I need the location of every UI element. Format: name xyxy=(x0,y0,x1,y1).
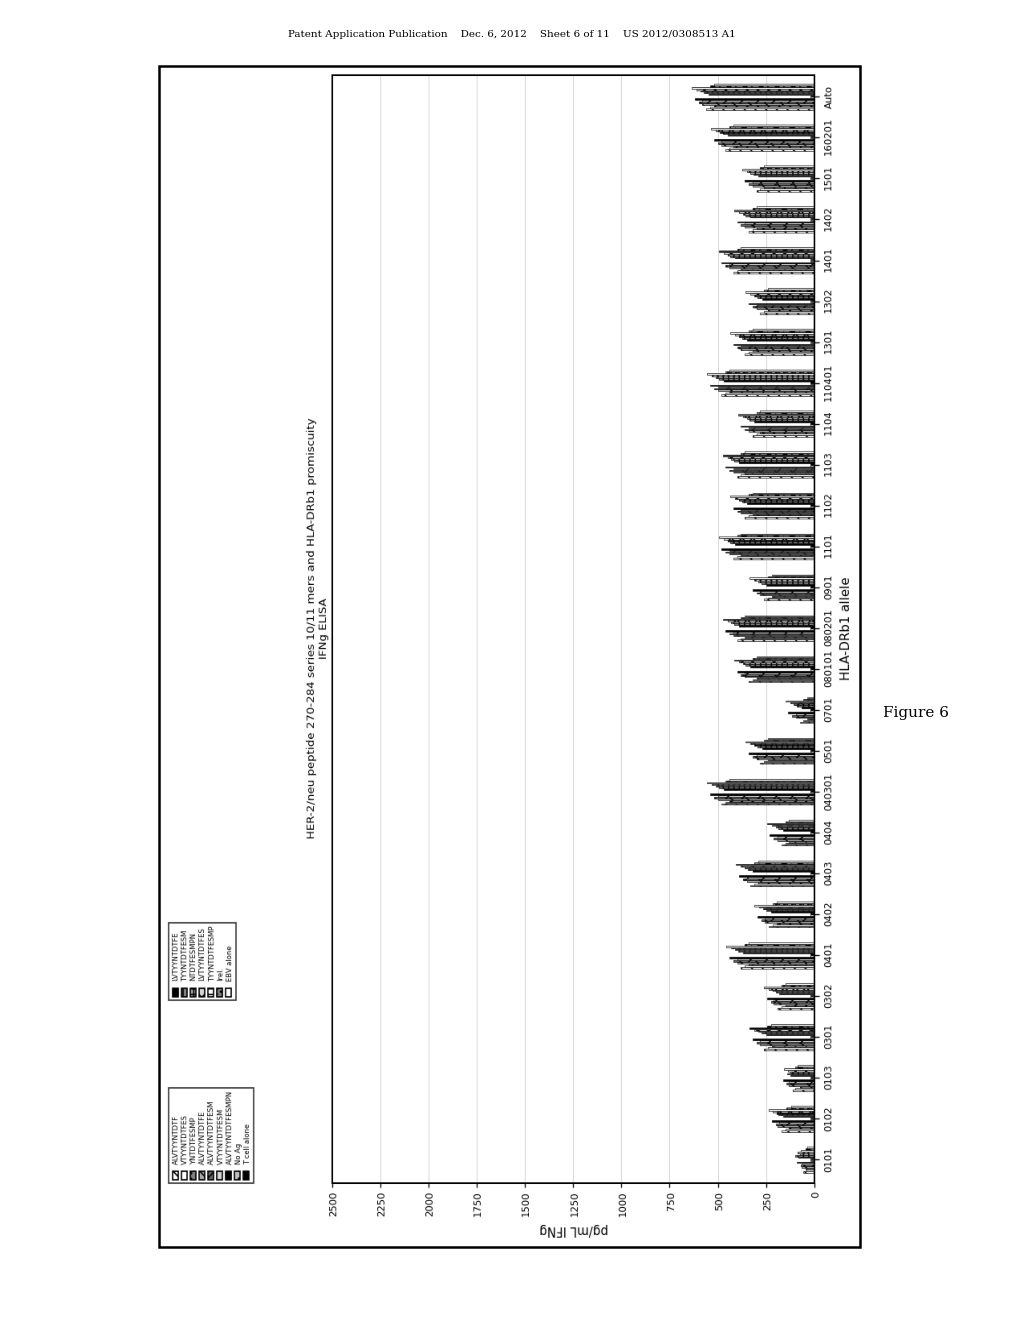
Text: Figure 6: Figure 6 xyxy=(884,706,949,719)
Text: Patent Application Publication    Dec. 6, 2012    Sheet 6 of 11    US 2012/03085: Patent Application Publication Dec. 6, 2… xyxy=(288,30,736,40)
